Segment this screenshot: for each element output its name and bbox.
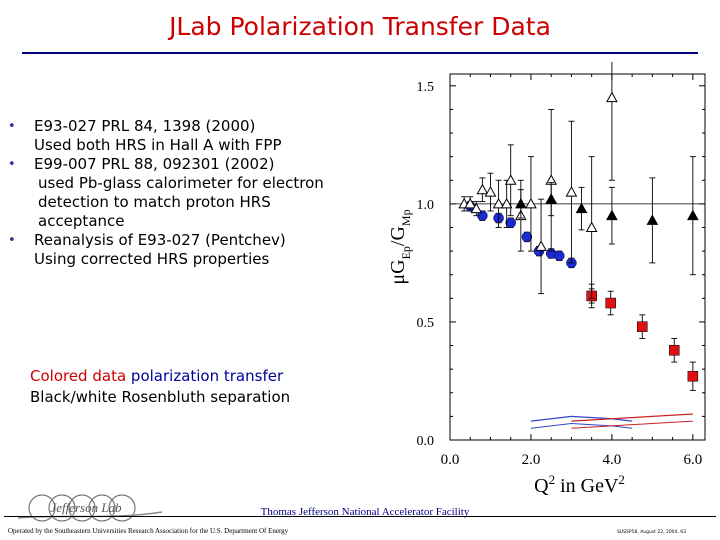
- data-point-circle: [521, 231, 533, 243]
- data-point-square: [637, 321, 648, 332]
- data-point-triangle-open: [535, 240, 547, 251]
- bullet-line: Using corrected HRS properties: [34, 250, 270, 268]
- footer-lab-name: Thomas Jefferson National Accelerator Fa…: [260, 506, 470, 518]
- bullet-line: used Pb-glass calorimeter for electron: [38, 174, 324, 192]
- y-axis-label: μGEp/GMp: [387, 209, 413, 284]
- polarization-transfer-label: polarization transfer: [130, 367, 284, 385]
- page-title: JLab Polarization Transfer Data: [169, 12, 551, 41]
- rosenbluth-label: Black/white Rosenbluth separation: [30, 388, 291, 406]
- data-point-triangle-filled: [514, 197, 527, 209]
- polarization-note-line: Colored data polarization transfer: [30, 366, 290, 387]
- x-tick-label: 4.0: [603, 452, 622, 468]
- systematic-band-line: [571, 420, 693, 429]
- data-point-triangle-open: [606, 91, 618, 103]
- data-point-square: [668, 345, 680, 356]
- jefferson-lab-logo: Jefferson Lab: [17, 494, 163, 522]
- x-tick-label: 0.0: [441, 452, 460, 468]
- bullet-line: E99-007 PRL 88, 092301 (2002): [34, 155, 275, 173]
- bullet-line: Reanalysis of E93-027 (Pentchev): [34, 231, 286, 249]
- color-legend-note: Colored data polarization transfer Black…: [30, 366, 290, 408]
- x-axis-label: Q2 in GeV2: [534, 472, 625, 497]
- y-tick-label: 1.0: [417, 198, 435, 213]
- systematic-band-line: [530, 422, 633, 429]
- data-point-triangle-open: [492, 197, 505, 209]
- footer-operator: Operated by the Southeastern Universitie…: [8, 527, 289, 535]
- bullet-line: acceptance: [38, 212, 125, 230]
- x-tick-label: 2.0: [522, 452, 541, 468]
- data-point-triangle-open: [500, 197, 513, 209]
- data-point-triangle-filled: [575, 202, 588, 214]
- title-divider: [22, 52, 698, 54]
- footer-divider: [4, 516, 716, 517]
- bullet-dot-icon: •: [8, 119, 16, 134]
- data-point-triangle-open: [525, 197, 537, 209]
- data-point-triangle-open: [504, 174, 517, 185]
- bullet-list: • E93-027 PRL 84, 1398 (2000) Used both …: [8, 117, 368, 269]
- bullet-dot-icon: •: [8, 157, 16, 172]
- plot-frame: [449, 73, 706, 441]
- y-tick-label: 0.0: [417, 434, 435, 449]
- bullet-dot-icon: •: [8, 233, 16, 248]
- bullet-line: Used both HRS in Hall A with FPP: [34, 136, 282, 154]
- data-point-triangle-open: [565, 186, 578, 197]
- data-point-triangle-open: [476, 183, 489, 195]
- data-point-triangle-filled: [606, 209, 618, 221]
- form-factor-ratio-chart: 0.0 0.5 1.0 1.5 0.0 2.0 4.0 6.0 Q2 in GeV2 μGEp/G…: [387, 62, 706, 497]
- data-point-triangle-open: [464, 197, 477, 209]
- data-point-circle: [505, 217, 516, 229]
- bullet-line: E93-027 PRL 84, 1398 (2000): [34, 117, 256, 135]
- data-point-triangle-open: [484, 186, 497, 197]
- footer-event: SUSSP58, August 22, 2004, 63: [617, 530, 686, 535]
- bullet-item: • E93-027 PRL 84, 1398 (2000) Used both …: [8, 117, 368, 155]
- x-tick-label: 6.0: [683, 452, 702, 468]
- data-point-triangle-filled: [687, 209, 699, 221]
- data-point-triangle-open: [585, 221, 598, 232]
- data-point-square: [687, 370, 699, 382]
- y-tick-label: 0.5: [417, 316, 435, 331]
- bullet-item: • E99-007 PRL 88, 092301 (2002) used Pb-…: [8, 155, 368, 231]
- bullet-item: • Reanalysis of E93-027 (Pentchev) Using…: [8, 231, 368, 269]
- data-point-triangle-filled: [545, 193, 558, 204]
- systematic-band-line: [530, 415, 633, 422]
- y-tick-label: 1.5: [417, 80, 435, 95]
- colored-data-label: Colored data: [30, 367, 127, 385]
- systematic-band-line: [571, 413, 693, 422]
- data-point-square: [605, 297, 616, 309]
- data-point-circle: [554, 250, 565, 262]
- data-point-triangle-filled: [646, 214, 659, 225]
- data-point-triangle-open: [470, 202, 483, 214]
- logo-text: Jefferson Lab: [50, 500, 122, 515]
- bullet-line: detection to match proton HRS: [38, 193, 271, 211]
